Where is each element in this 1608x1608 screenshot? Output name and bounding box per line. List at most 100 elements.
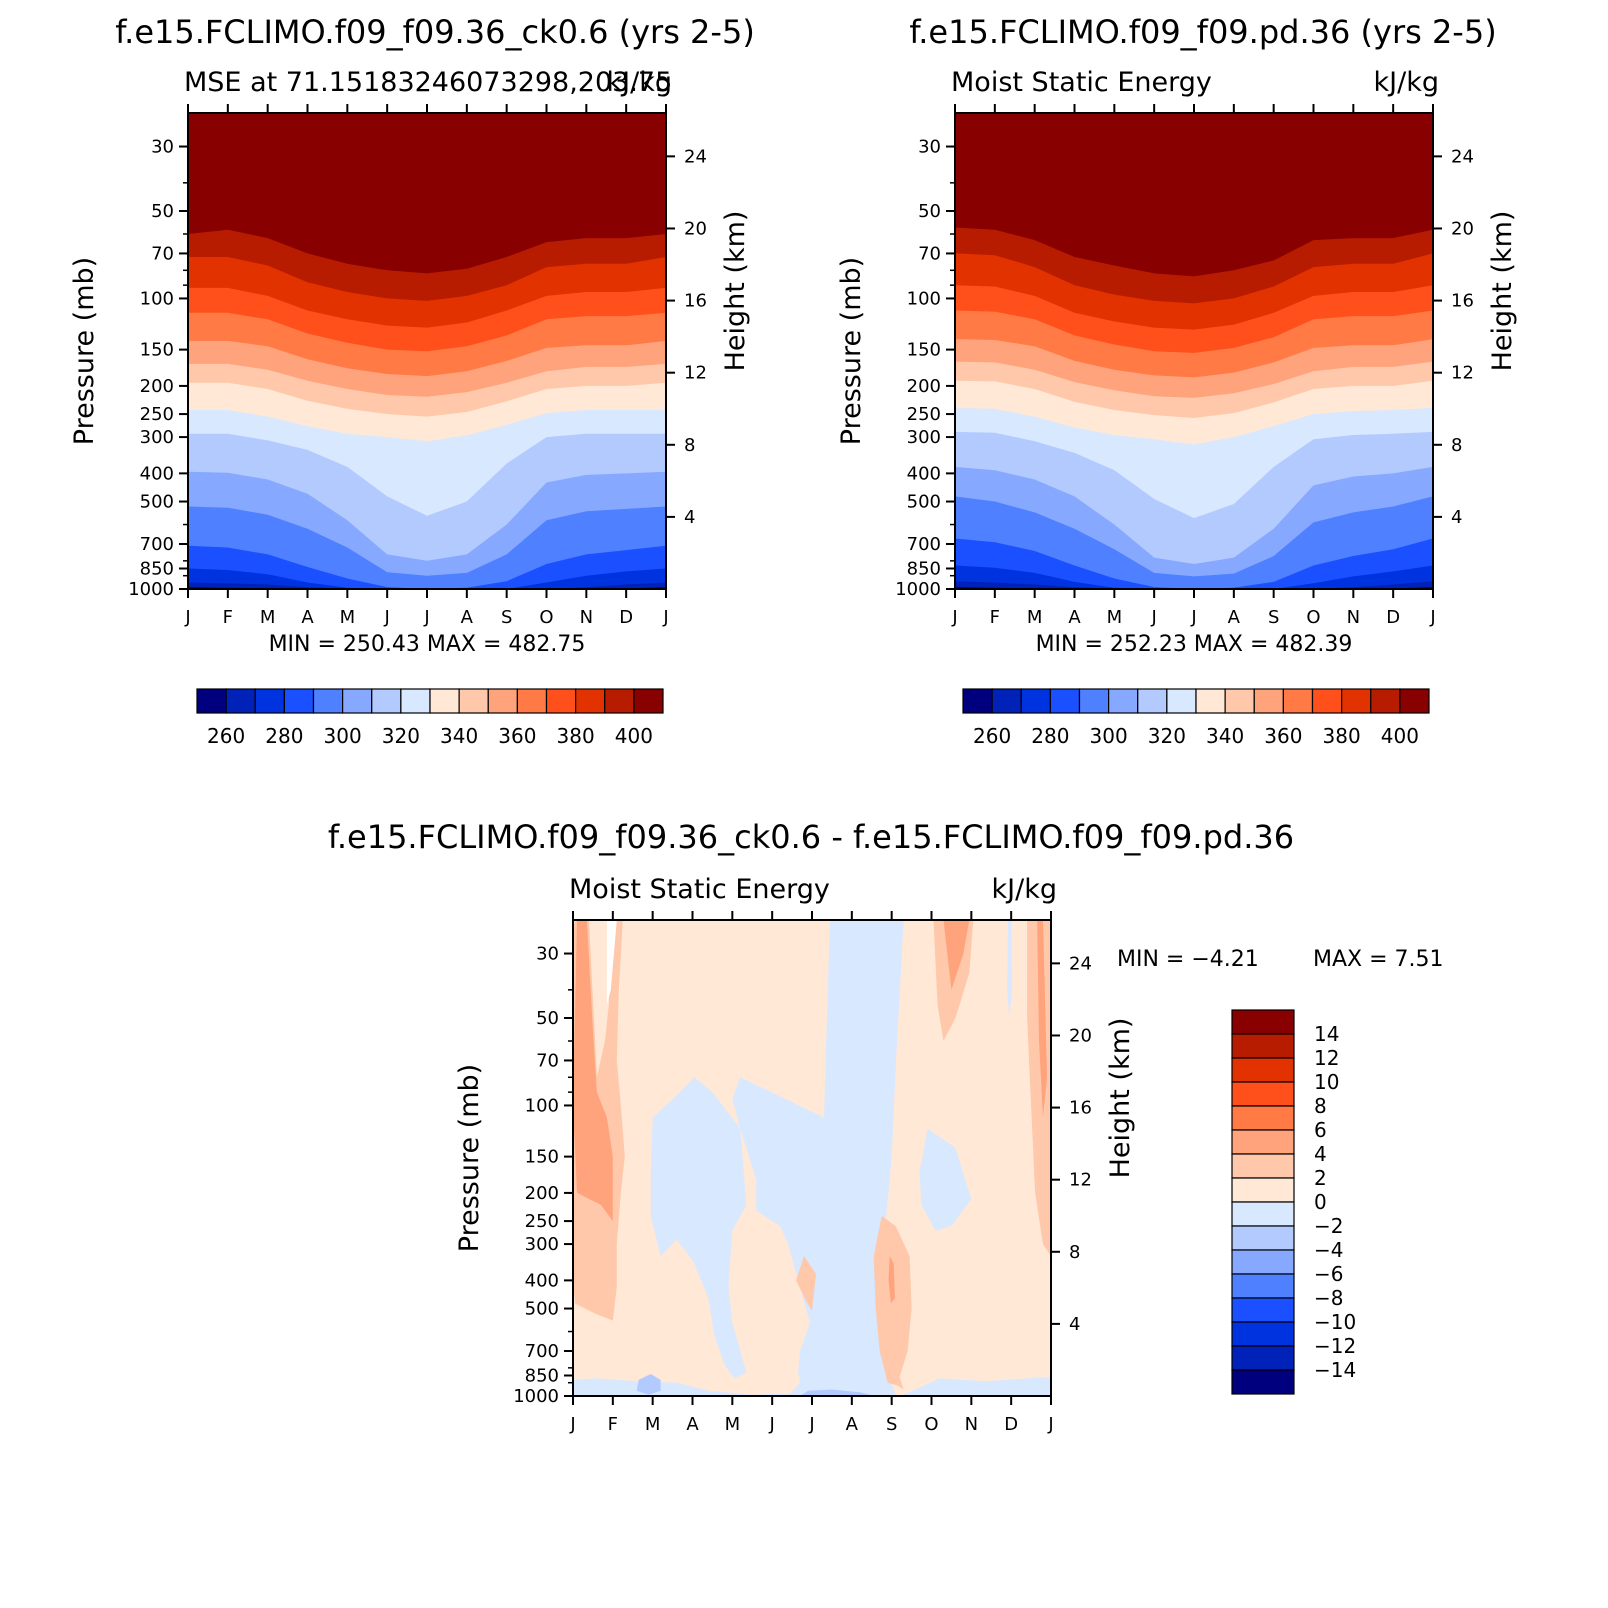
colorbar-box xyxy=(1399,688,1430,714)
colorbar-label: 260 xyxy=(207,724,245,748)
y-tick-label: 1000 xyxy=(128,579,174,600)
height-axis-label: Height (km) xyxy=(720,211,751,372)
colorbar-label: −2 xyxy=(1314,1214,1343,1238)
contour-region xyxy=(606,920,617,1005)
colorbar-box xyxy=(1231,1225,1295,1251)
colorbar-label: −14 xyxy=(1314,1358,1356,1382)
colorbar-label: 380 xyxy=(1323,724,1361,748)
colorbar-box xyxy=(1231,1105,1295,1131)
panel-ck: f.e15.FCLIMO.f09_f09.36_ck0.6 (yrs 2-5) M… xyxy=(69,13,755,748)
height-tick-label: 4 xyxy=(1451,507,1462,528)
colorbar-box xyxy=(1311,688,1343,714)
y-tick-label: 150 xyxy=(525,1147,559,1168)
height-tick-label: 20 xyxy=(684,218,707,239)
x-tick-label: D xyxy=(619,607,633,628)
colorbar-box xyxy=(516,688,548,714)
colorbar-box xyxy=(1341,688,1372,714)
colorbar-label: −6 xyxy=(1314,1262,1343,1286)
x-tick-label: J xyxy=(423,607,429,628)
colorbar-box xyxy=(604,688,635,714)
y-tick-label: 100 xyxy=(907,288,941,309)
colorbar-box xyxy=(1231,1321,1295,1347)
colorbar-box xyxy=(1231,1009,1295,1035)
colorbar-box xyxy=(196,688,227,714)
height-tick-label: 8 xyxy=(684,435,695,456)
colorbar-box xyxy=(962,688,993,714)
colorbar-box xyxy=(1231,1273,1295,1299)
colorbar-box xyxy=(1224,688,1255,714)
colorbar-box xyxy=(1137,688,1168,714)
colorbar-box xyxy=(1231,1153,1295,1179)
contour-region xyxy=(1037,920,1047,1118)
y-tick-label: 400 xyxy=(907,463,941,484)
y-tick-label: 70 xyxy=(151,243,174,264)
height-tick-label: 20 xyxy=(1451,218,1474,239)
y-tick-label: 30 xyxy=(151,137,174,158)
contour-region xyxy=(573,920,613,1222)
y-tick-label: 30 xyxy=(536,944,559,965)
colorbar-label: 2 xyxy=(1314,1166,1327,1190)
y-tick-label: 850 xyxy=(907,558,941,579)
colorbar-box xyxy=(575,688,606,714)
colorbar-box xyxy=(283,688,315,714)
panel-title: f.e15.FCLIMO.f09_f09.36_ck0.6 - f.e15.FC… xyxy=(328,818,1294,856)
y-tick-label: 150 xyxy=(907,340,941,361)
y-tick-label: 250 xyxy=(140,404,174,425)
colorbar-box xyxy=(371,688,402,714)
height-tick-label: 8 xyxy=(1451,435,1462,456)
x-tick-label: J xyxy=(1429,607,1435,628)
colorbar-box xyxy=(1231,1033,1295,1059)
x-tick-label: F xyxy=(990,607,1000,628)
colorbar-label: −12 xyxy=(1314,1334,1356,1358)
subtitle-left: Moist Static Energy xyxy=(569,874,830,905)
y-axis-label: Pressure (mb) xyxy=(69,257,100,445)
colorbar-box xyxy=(1231,1297,1295,1323)
x-tick-label: A xyxy=(1228,607,1241,628)
y-tick-label: 250 xyxy=(907,404,941,425)
colorbar-label: 320 xyxy=(382,724,420,748)
x-tick-label: N xyxy=(580,607,593,628)
contour-region xyxy=(873,1215,912,1390)
colorbar-label: 280 xyxy=(265,724,303,748)
height-tick-label: 16 xyxy=(1069,1098,1092,1119)
height-tick-label: 12 xyxy=(684,363,707,384)
colorbar-label: −4 xyxy=(1314,1238,1343,1262)
y-tick-label: 200 xyxy=(907,376,941,397)
x-tick-label: J xyxy=(1190,607,1196,628)
height-tick-label: 4 xyxy=(1069,1314,1080,1335)
y-tick-label: 400 xyxy=(525,1270,559,1291)
x-tick-label: N xyxy=(965,1414,978,1435)
colorbar-box xyxy=(429,688,460,714)
x-tick-label: M xyxy=(260,607,276,628)
colorbar-box xyxy=(1231,1369,1295,1395)
height-tick-label: 12 xyxy=(1451,363,1474,384)
contour-band-270 xyxy=(188,582,666,589)
colorbar-label: −10 xyxy=(1314,1310,1356,1334)
colorbar-label: 340 xyxy=(1206,724,1244,748)
x-tick-label: D xyxy=(1386,607,1400,628)
colorbar-box xyxy=(1231,1249,1295,1275)
y-tick-label: 30 xyxy=(918,137,941,158)
y-tick-label: 300 xyxy=(907,427,941,448)
panel-title: f.e15.FCLIMO.f09_f09.36_ck0.6 (yrs 2-5) xyxy=(115,13,755,51)
y-tick-label: 500 xyxy=(140,492,174,513)
x-tick-label: A xyxy=(301,607,314,628)
colorbar-label: 400 xyxy=(1381,724,1419,748)
height-tick-label: 16 xyxy=(1451,291,1474,312)
contour-region xyxy=(919,1128,972,1231)
subtitle-left: Moist Static Energy xyxy=(951,67,1212,98)
contour-band-280 xyxy=(188,568,666,589)
x-tick-label: A xyxy=(1068,607,1081,628)
x-tick-label: O xyxy=(1306,607,1320,628)
contour-region xyxy=(800,1389,876,1396)
y-tick-label: 850 xyxy=(525,1365,559,1386)
colorbar-label: 360 xyxy=(498,724,536,748)
colorbar-box xyxy=(1231,1201,1295,1227)
y-axis-label: Pressure (mb) xyxy=(454,1064,485,1252)
colorbar-box xyxy=(1282,688,1314,714)
y-tick-label: 400 xyxy=(140,463,174,484)
x-tick-label: M xyxy=(725,1414,741,1435)
colorbar-box xyxy=(400,688,431,714)
